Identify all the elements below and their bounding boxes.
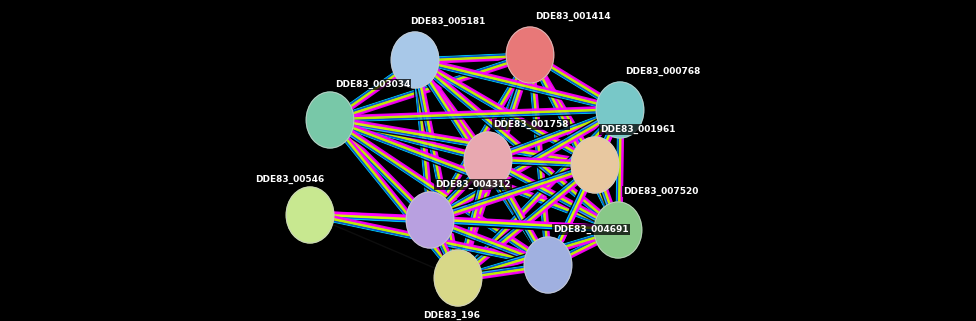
Ellipse shape bbox=[571, 137, 619, 193]
Text: DDE83_005181: DDE83_005181 bbox=[410, 17, 485, 26]
Ellipse shape bbox=[596, 82, 644, 138]
Text: DDE83_196: DDE83_196 bbox=[423, 311, 480, 320]
Text: DDE83_00546: DDE83_00546 bbox=[255, 175, 324, 184]
Ellipse shape bbox=[286, 187, 334, 243]
Text: DDE83_001414: DDE83_001414 bbox=[535, 12, 611, 21]
Ellipse shape bbox=[594, 202, 642, 258]
Ellipse shape bbox=[391, 32, 439, 88]
Text: DDE83_000768: DDE83_000768 bbox=[625, 67, 701, 76]
Text: DDE83_007520: DDE83_007520 bbox=[623, 187, 699, 196]
Ellipse shape bbox=[434, 250, 482, 306]
Ellipse shape bbox=[406, 192, 454, 248]
Text: DDE83_001758: DDE83_001758 bbox=[493, 120, 568, 129]
Ellipse shape bbox=[507, 27, 553, 83]
Ellipse shape bbox=[465, 132, 511, 188]
Text: DDE83_003034: DDE83_003034 bbox=[335, 80, 410, 89]
Ellipse shape bbox=[524, 237, 572, 293]
Text: DDE83_001961: DDE83_001961 bbox=[600, 125, 675, 134]
Text: DDE83_004691: DDE83_004691 bbox=[553, 225, 629, 234]
Text: DDE83_004312: DDE83_004312 bbox=[435, 180, 510, 189]
Ellipse shape bbox=[306, 92, 354, 148]
